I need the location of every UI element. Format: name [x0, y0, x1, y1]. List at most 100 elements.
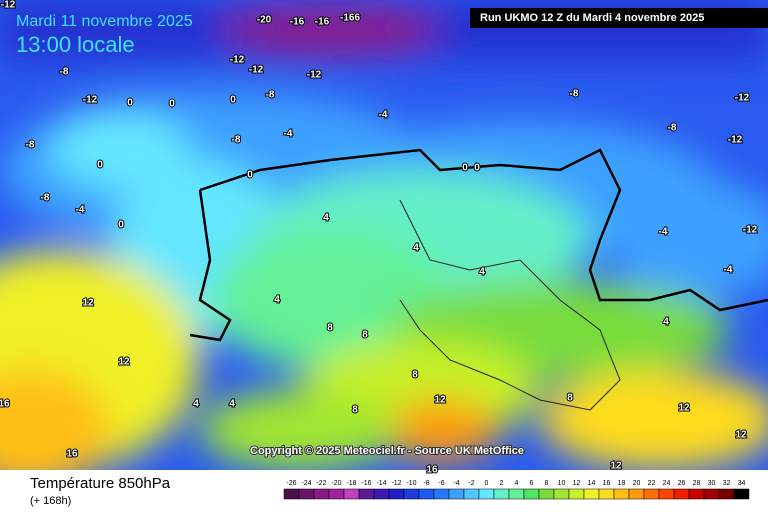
legend-label: 14 — [588, 480, 596, 487]
contour-label: 0 — [127, 98, 133, 109]
time: 13:00 locale — [16, 32, 135, 57]
legend-swatch — [373, 488, 390, 500]
legend-swatch — [313, 488, 330, 500]
contour-label: 4 — [413, 243, 419, 254]
contour-label: -12 — [728, 135, 743, 146]
legend-label: 34 — [738, 480, 746, 487]
contour-label: -12 — [735, 93, 750, 104]
legend-swatch — [403, 488, 420, 500]
contour-label: 0 — [247, 170, 253, 181]
legend-swatch — [643, 488, 660, 500]
legend-label: 32 — [723, 480, 731, 487]
contour-label: 12 — [82, 298, 94, 309]
contour-label: -8 — [266, 90, 275, 101]
legend-label: 4 — [515, 480, 519, 487]
contour-label: -4 — [379, 110, 388, 121]
coastline — [399, 199, 621, 411]
contour-label: -12 — [1, 0, 16, 11]
legend-label: 2 — [500, 480, 504, 487]
coastline — [199, 148, 768, 312]
legend-label: -6 — [438, 480, 444, 487]
legend-swatch — [388, 488, 405, 500]
contour-label: -4 — [659, 227, 668, 238]
contour-label: 12 — [735, 430, 747, 441]
contour-label: 16 — [426, 465, 438, 476]
legend-swatch — [283, 488, 300, 500]
legend-swatch — [343, 488, 360, 500]
legend-label: 18 — [618, 480, 626, 487]
contour-label: 0 — [97, 160, 103, 171]
legend-label: 26 — [678, 480, 686, 487]
legend-swatch — [718, 488, 735, 500]
run-box — [470, 8, 768, 28]
contour-label: -16 — [290, 17, 305, 28]
legend-label: -2 — [468, 480, 474, 487]
contour-label: 8 — [567, 393, 573, 404]
contour-label: 4 — [479, 267, 485, 278]
contour-label: -8 — [570, 89, 579, 100]
legend-label: 10 — [558, 480, 566, 487]
legend-label: 0 — [485, 480, 489, 487]
legend-swatch — [733, 488, 750, 500]
legend-label: 16 — [603, 480, 611, 487]
contour-label: 12 — [118, 357, 130, 368]
contour-label: 8 — [362, 330, 368, 341]
legend-swatch — [613, 488, 630, 500]
legend-swatch — [598, 488, 615, 500]
legend-label: -16 — [361, 480, 371, 487]
contour-label: 4 — [663, 317, 669, 328]
legend-swatch — [583, 488, 600, 500]
contour-label: 16 — [0, 399, 10, 410]
legend-label: -18 — [346, 480, 356, 487]
legend-swatch — [418, 488, 435, 500]
contour-label: -4 — [724, 265, 733, 276]
contour-label: -8 — [60, 67, 69, 78]
legend-swatch — [478, 488, 495, 500]
legend-swatch — [673, 488, 690, 500]
legend-label: -24 — [301, 480, 311, 487]
footer-title: Température 850hPa — [30, 475, 171, 492]
coastline — [189, 189, 232, 342]
contour-label: 4 — [229, 399, 235, 410]
contour-label: -166 — [340, 13, 360, 24]
contour-label: 8 — [327, 323, 333, 334]
map-field — [0, 0, 768, 470]
legend-swatch — [463, 488, 480, 500]
legend-label: -22 — [316, 480, 326, 487]
contour-label: 4 — [193, 399, 199, 410]
contour-label: 0 — [462, 163, 468, 174]
legend-swatch — [658, 488, 675, 500]
copyright: Copyright © 2025 Meteociel.fr - Source U… — [250, 445, 524, 457]
legend-swatch — [553, 488, 570, 500]
contour-label: -12 — [83, 95, 98, 106]
contour-label: 0 — [474, 163, 480, 174]
legend-label: -14 — [376, 480, 386, 487]
contour-label: -12 — [307, 70, 322, 81]
legend: -26 -24 -22 -20 -18 -16 -14 -12 -10 -8 -6 -4 -2 0 2 4 6 8… — [283, 480, 750, 500]
legend-swatch — [358, 488, 375, 500]
legend-swatch — [448, 488, 465, 500]
contour-label: -12 — [230, 55, 245, 66]
contour-label: -8 — [41, 193, 50, 204]
contour-label: -12 — [249, 65, 264, 76]
map-labels: -12 -20 -16 -16 -166 -12 -12 -12 -8 -8 -12 -4 -8 -4 -8… — [0, 0, 759, 477]
contour-label: 0 — [118, 220, 124, 231]
legend-swatch — [328, 488, 345, 500]
legend-swatch — [568, 488, 585, 500]
contour-label: 16 — [66, 449, 78, 460]
legend-swatch — [493, 488, 510, 500]
legend-swatch — [538, 488, 555, 500]
legend-swatch — [508, 488, 525, 500]
legend-swatch — [523, 488, 540, 500]
legend-label: 8 — [545, 480, 549, 487]
legend-swatch — [433, 488, 450, 500]
legend-label: -10 — [406, 480, 416, 487]
legend-label: 6 — [530, 480, 534, 487]
contour-label: 12 — [434, 395, 446, 406]
legend-swatch — [298, 488, 315, 500]
legend-label: -12 — [391, 480, 401, 487]
contour-label: -16 — [315, 17, 330, 28]
legend-label: 28 — [693, 480, 701, 487]
contour-label: -20 — [257, 15, 272, 26]
contour-label: 4 — [274, 295, 280, 306]
